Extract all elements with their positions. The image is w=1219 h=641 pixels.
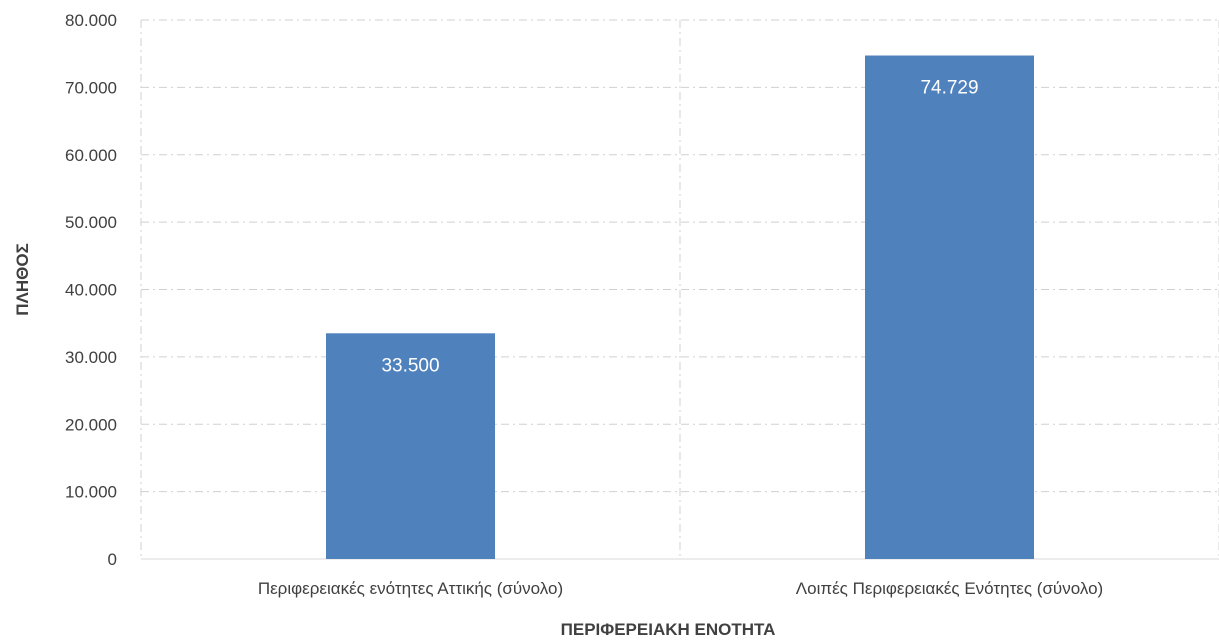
- x-axis-title: ΠΕΡΙΦΕΡΕΙΑΚΗ ΕΝΟΤΗΤΑ: [561, 620, 776, 639]
- bar: [865, 55, 1034, 559]
- gridlines: [140, 19, 1219, 560]
- y-tick-label: 80.000: [65, 11, 117, 30]
- y-tick-label: 0: [108, 550, 117, 569]
- y-tick-label: 60.000: [65, 146, 117, 165]
- data-label: 33.500: [381, 355, 439, 376]
- labels: 0 10.000 20.000 30.000 40.000 50.000 60.000 70.…: [65, 11, 1103, 598]
- data-label: 74.729: [920, 78, 978, 99]
- y-tick-label: 50.000: [65, 213, 117, 232]
- x-tick-label: Λοιπές Περιφερειακές Ενότητες (σύνολο): [796, 579, 1103, 598]
- y-tick-label: 20.000: [65, 415, 117, 434]
- x-tick-label: Περιφερειακές ενότητες Αττικής (σύνολο): [258, 579, 563, 598]
- y-tick-label: 40.000: [65, 281, 117, 300]
- y-tick-label: 10.000: [65, 483, 117, 502]
- y-tick-label: 30.000: [65, 348, 117, 367]
- bar: [326, 333, 495, 559]
- bars: [326, 55, 1034, 559]
- y-tick-label: 70.000: [65, 78, 117, 97]
- y-axis-title: ΠΛΗΘΟΣ: [13, 243, 32, 316]
